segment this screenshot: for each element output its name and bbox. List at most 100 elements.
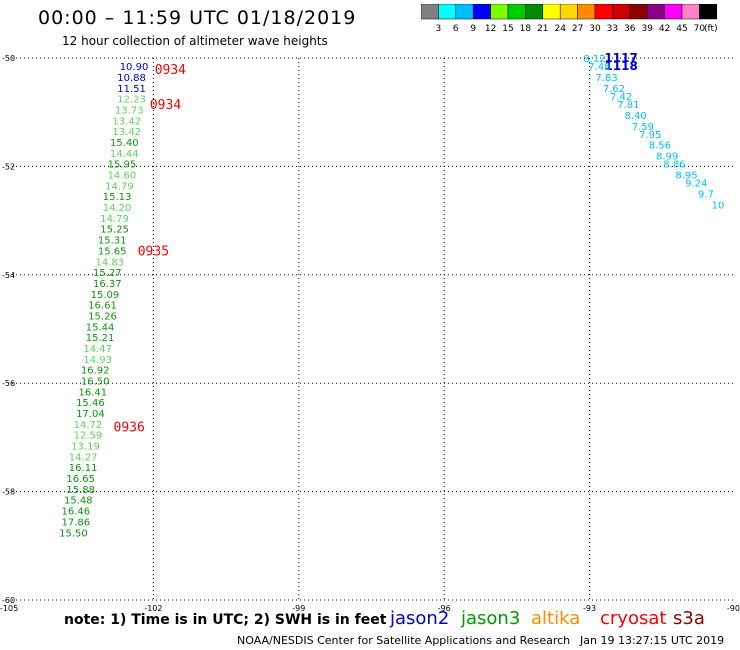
wave-height-label: 15.40 xyxy=(110,138,139,149)
wave-height-label: 16.50 xyxy=(81,376,110,387)
colorbar-tick-label: 33 xyxy=(607,24,618,34)
wave-height-label: 16.46 xyxy=(62,507,91,518)
x-tick-label: -96 xyxy=(438,604,451,613)
wave-height-label: 8.12 xyxy=(583,54,605,65)
colorbar-tick-label: 30 xyxy=(589,24,601,34)
colorbar-tick-label: 18 xyxy=(520,24,532,34)
x-tick-label: -105 xyxy=(0,604,18,613)
wave-height-label: 10.88 xyxy=(117,73,146,84)
wave-height-label: 16.37 xyxy=(93,279,122,290)
wave-height-label: 10 xyxy=(712,200,725,211)
wave-height-label: 14.47 xyxy=(83,344,112,355)
colorbar-unit-label: (ft) xyxy=(704,24,718,34)
colorbar-tick-label: 6 xyxy=(453,24,459,34)
wave-height-label: 15.21 xyxy=(86,333,115,344)
wave-height-label: 9.7 xyxy=(698,190,714,201)
colorbar-tick-label: 21 xyxy=(537,24,548,34)
wave-height-label: 7.62 xyxy=(603,84,625,95)
chart-subtitle: 12 hour collection of altimeter wave hei… xyxy=(62,34,328,48)
wave-height-label: 14.83 xyxy=(95,257,124,268)
colorbar-tick-label: 12 xyxy=(485,24,496,34)
wave-height-label: 14.44 xyxy=(110,149,139,160)
y-tick-label: -58 xyxy=(2,488,15,497)
wave-height-label: 14.27 xyxy=(69,452,98,463)
wave-height-label: 16.65 xyxy=(66,474,95,485)
time-label: 0934 xyxy=(155,63,186,78)
wave-height-label: 7.83 xyxy=(595,73,617,84)
wave-height-label: 8.86 xyxy=(663,160,685,171)
wave-height-label: 11.51 xyxy=(117,84,146,95)
wave-height-label: 15.48 xyxy=(64,496,93,507)
colorbar-tick-label: 15 xyxy=(502,24,513,34)
wave-height-label: 9.24 xyxy=(685,179,707,190)
x-tick-label: -102 xyxy=(144,604,162,613)
y-tick-label: -52 xyxy=(2,162,15,171)
time-label: 0934 xyxy=(150,98,181,113)
wave-height-label: 14.93 xyxy=(83,355,112,366)
legend-cryosat: cryosat xyxy=(600,608,667,629)
colorbar-tick-label: 36 xyxy=(624,24,636,34)
wave-height-label: 7.48 xyxy=(588,62,610,73)
colorbar-tick-label: 42 xyxy=(659,24,670,34)
wave-height-label: 15.95 xyxy=(108,160,137,171)
wave-height-label: 8.99 xyxy=(656,152,678,163)
wave-height-label: 12.59 xyxy=(74,431,103,442)
wave-height-label: 8.95 xyxy=(675,171,697,182)
colorbar-tick-label: 24 xyxy=(554,24,566,34)
wave-height-label: 14.20 xyxy=(103,203,132,214)
y-tick-label: -54 xyxy=(2,271,15,280)
wave-height-label: 10.90 xyxy=(120,62,149,73)
x-tick-label: -93 xyxy=(583,604,596,613)
wave-height-label: 13.73 xyxy=(115,105,144,116)
wave-height-label: 7.81 xyxy=(617,100,639,111)
colorbar-tick-label: 3 xyxy=(436,24,442,34)
wave-height-label: 1118 xyxy=(604,59,637,73)
y-tick-label: -60 xyxy=(2,596,15,605)
wave-height-label: 7.59 xyxy=(632,122,654,133)
wave-height-label: 12.23 xyxy=(117,95,146,106)
wave-height-label: 15.65 xyxy=(98,246,127,257)
chart-title: 00:00 – 11:59 UTC 01/18/2019 xyxy=(38,7,357,29)
wave-height-label: 16.11 xyxy=(69,463,98,474)
wave-height-label: 15.88 xyxy=(66,485,95,496)
colorbar-tick-label: 45 xyxy=(676,24,687,34)
legend-altika: altika xyxy=(531,608,581,629)
x-tick-label: -99 xyxy=(292,604,305,613)
wave-height-label: 15.44 xyxy=(86,322,115,333)
wave-height-label: 16.41 xyxy=(78,387,107,398)
colorbar-tick-label: 70 xyxy=(694,24,706,34)
color-legend: 3 6 9 12 15 18 21 24 27 30 33 36 39 42 45 70(ft) xyxy=(421,4,718,34)
y-tick-label: -56 xyxy=(2,379,15,388)
wave-height-label: 14.79 xyxy=(105,181,134,192)
wave-height-label: 8.40 xyxy=(625,111,647,122)
wave-height-label: 15.25 xyxy=(100,225,129,236)
wave-height-label: 17.86 xyxy=(62,517,91,528)
wave-height-label: 15.13 xyxy=(103,192,132,203)
wave-height-label: 17.04 xyxy=(76,409,105,420)
legend-jason2: jason2 xyxy=(390,608,450,629)
wave-height-label: 14.79 xyxy=(100,214,129,225)
time-label: 0936 xyxy=(114,421,145,436)
x-tick-label: -90 xyxy=(727,604,740,613)
wave-height-label: 7.95 xyxy=(639,130,661,141)
wave-height-label: 15.26 xyxy=(88,311,117,322)
wave-height-label: 8.56 xyxy=(649,141,671,152)
wave-height-label: 1117 xyxy=(604,51,637,65)
wave-height-label: 15.46 xyxy=(76,398,105,409)
colorbar-swatch xyxy=(699,4,718,20)
time-label: 0935 xyxy=(138,244,169,259)
wave-height-label: 15.27 xyxy=(93,268,122,279)
generated-timestamp: Jan 19 13:27:15 UTC 2019 xyxy=(580,634,725,647)
wave-height-label: 13.42 xyxy=(112,116,141,127)
colorbar-tick-label: 27 xyxy=(572,24,583,34)
wave-height-label: 14.60 xyxy=(108,171,137,182)
wave-height-label: 7.42 xyxy=(610,92,632,103)
legend-s3a: s3a xyxy=(673,608,705,629)
wave-height-label: 16.61 xyxy=(88,301,117,312)
wave-height-label: 13.19 xyxy=(71,442,100,453)
footer-note: note: 1) Time is in UTC; 2) SWH is in fe… xyxy=(64,612,387,628)
colorbar-tick-label: 39 xyxy=(641,24,653,34)
wave-height-label: 15.31 xyxy=(98,236,127,247)
wave-height-label: 16.92 xyxy=(81,366,110,377)
